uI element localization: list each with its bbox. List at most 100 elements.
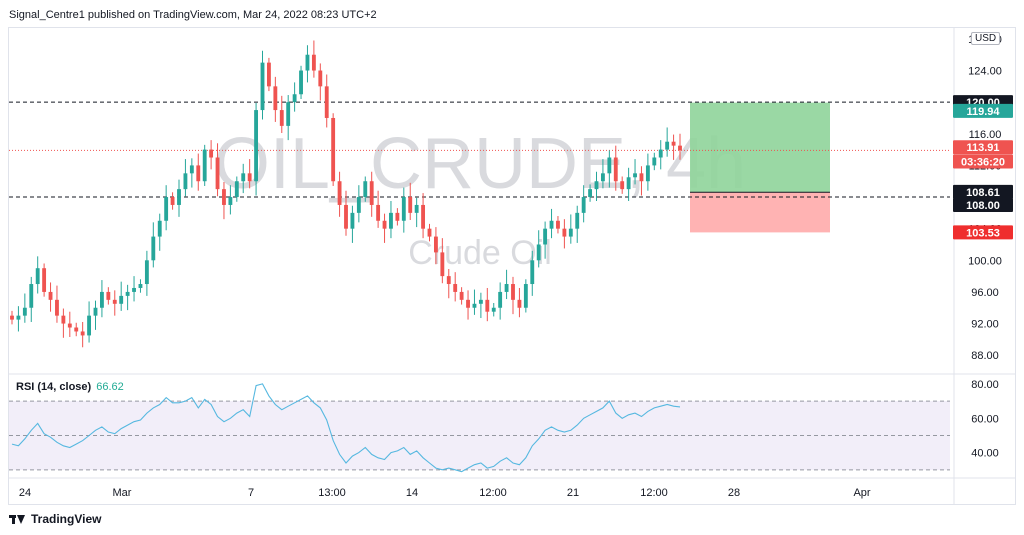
candle-body [427, 228, 432, 237]
candle-body [331, 117, 336, 182]
candle-body [652, 157, 657, 166]
candle-body [215, 157, 220, 190]
candle-body [55, 299, 59, 316]
candle-body [157, 220, 162, 237]
candle-body [408, 197, 413, 213]
candle-body [196, 165, 201, 182]
rsi-tick-label: 40.00 [971, 448, 999, 460]
candle-body [369, 181, 374, 205]
candle-body [421, 204, 426, 229]
price-tick-label: 92.00 [971, 319, 999, 331]
candle-body [318, 70, 323, 87]
candle-body [523, 284, 528, 308]
price-badge [953, 225, 1013, 240]
candle-body [337, 181, 342, 205]
candle-body [67, 323, 72, 328]
candle-body [401, 197, 406, 221]
candle-body [536, 244, 541, 261]
footer-brand: TradingView [31, 512, 102, 526]
candle-body [433, 236, 438, 253]
candle-body [472, 303, 477, 308]
candle-body [222, 189, 226, 205]
candle-body [311, 54, 316, 71]
currency-label[interactable]: USD [971, 32, 1001, 45]
candle-body [478, 299, 483, 304]
rsi-legend-name: RSI (14, close) [16, 381, 92, 393]
candle-body [177, 189, 181, 205]
candle-body [183, 173, 188, 190]
price-badge-label: 03:36:20 [961, 156, 1005, 168]
candle-body [42, 268, 47, 292]
tradingview-footer[interactable]: TradingView [9, 512, 101, 526]
candle-body [138, 284, 143, 288]
price-badge-label: 108.61 [966, 187, 1000, 199]
price-tick-label: 100.00 [968, 255, 1002, 267]
candle-body [575, 212, 580, 229]
candle-body [87, 315, 92, 336]
candle-body [279, 110, 284, 126]
candle-body [600, 173, 605, 182]
candle-body [344, 204, 348, 229]
candle-body [93, 307, 98, 316]
time-tick-label: 13:00 [318, 487, 346, 499]
candle-body [125, 291, 130, 296]
candle-body [209, 149, 214, 158]
publish-header: Signal_Centre1 published on TradingView.… [9, 9, 377, 21]
candle-body [202, 149, 207, 182]
candle-body [273, 86, 278, 111]
candle-body [74, 327, 79, 332]
candle-body [530, 260, 535, 285]
candle-body [164, 197, 169, 221]
tradingview-logo-icon [9, 513, 27, 525]
candle-body [119, 295, 124, 304]
candle-body [440, 252, 445, 277]
candle-body [305, 54, 310, 71]
candle-body [517, 299, 522, 308]
time-tick-label: 28 [728, 487, 740, 499]
price-badge-label: 103.53 [966, 227, 1000, 239]
candle-body [594, 181, 599, 190]
candle-body [626, 177, 631, 190]
candle-body [29, 284, 34, 308]
candle-body [414, 204, 419, 213]
candle-body [543, 228, 548, 245]
candle-body [144, 260, 149, 285]
candle-body [485, 299, 490, 312]
candle-body [562, 228, 567, 237]
candle-body [665, 141, 670, 150]
rsi-tick-label: 60.00 [971, 413, 999, 425]
time-tick-label: 7 [248, 487, 254, 499]
candle-body [671, 141, 676, 146]
take-profit-zone [690, 102, 830, 193]
watermark-symbol: OIL_CRUDE, 4h [214, 124, 746, 204]
time-tick-label: 12:00 [479, 487, 507, 499]
candle-body [350, 212, 355, 229]
candle-body [504, 284, 509, 292]
rsi-legend: RSI (14, close) 66.62 [16, 381, 124, 393]
price-badge-label: 113.91 [966, 142, 999, 154]
candle-body [16, 315, 21, 320]
watermark-name: Crude Oil [408, 234, 552, 272]
candle-body [260, 62, 265, 111]
candle-body [395, 212, 400, 221]
time-tick-label: 21 [567, 487, 579, 499]
candle-body [170, 197, 175, 205]
price-tick-label: 124.00 [968, 66, 1002, 78]
candle-body [549, 220, 554, 229]
candle-body [112, 299, 117, 304]
candle-body [678, 145, 682, 151]
candle-body [639, 173, 644, 182]
candle-body [581, 197, 586, 213]
price-badge-label: 119.94 [966, 106, 1000, 118]
candle-body [620, 181, 625, 190]
price-tick-label: 88.00 [971, 350, 999, 362]
time-tick-label: 12:00 [640, 487, 668, 499]
candle-body [286, 102, 291, 126]
price-badge [953, 140, 1013, 155]
candle-body [48, 291, 53, 300]
candle-body [453, 284, 458, 292]
rsi-line [11, 383, 681, 473]
candle-body [466, 299, 470, 308]
candle-body [511, 284, 515, 300]
